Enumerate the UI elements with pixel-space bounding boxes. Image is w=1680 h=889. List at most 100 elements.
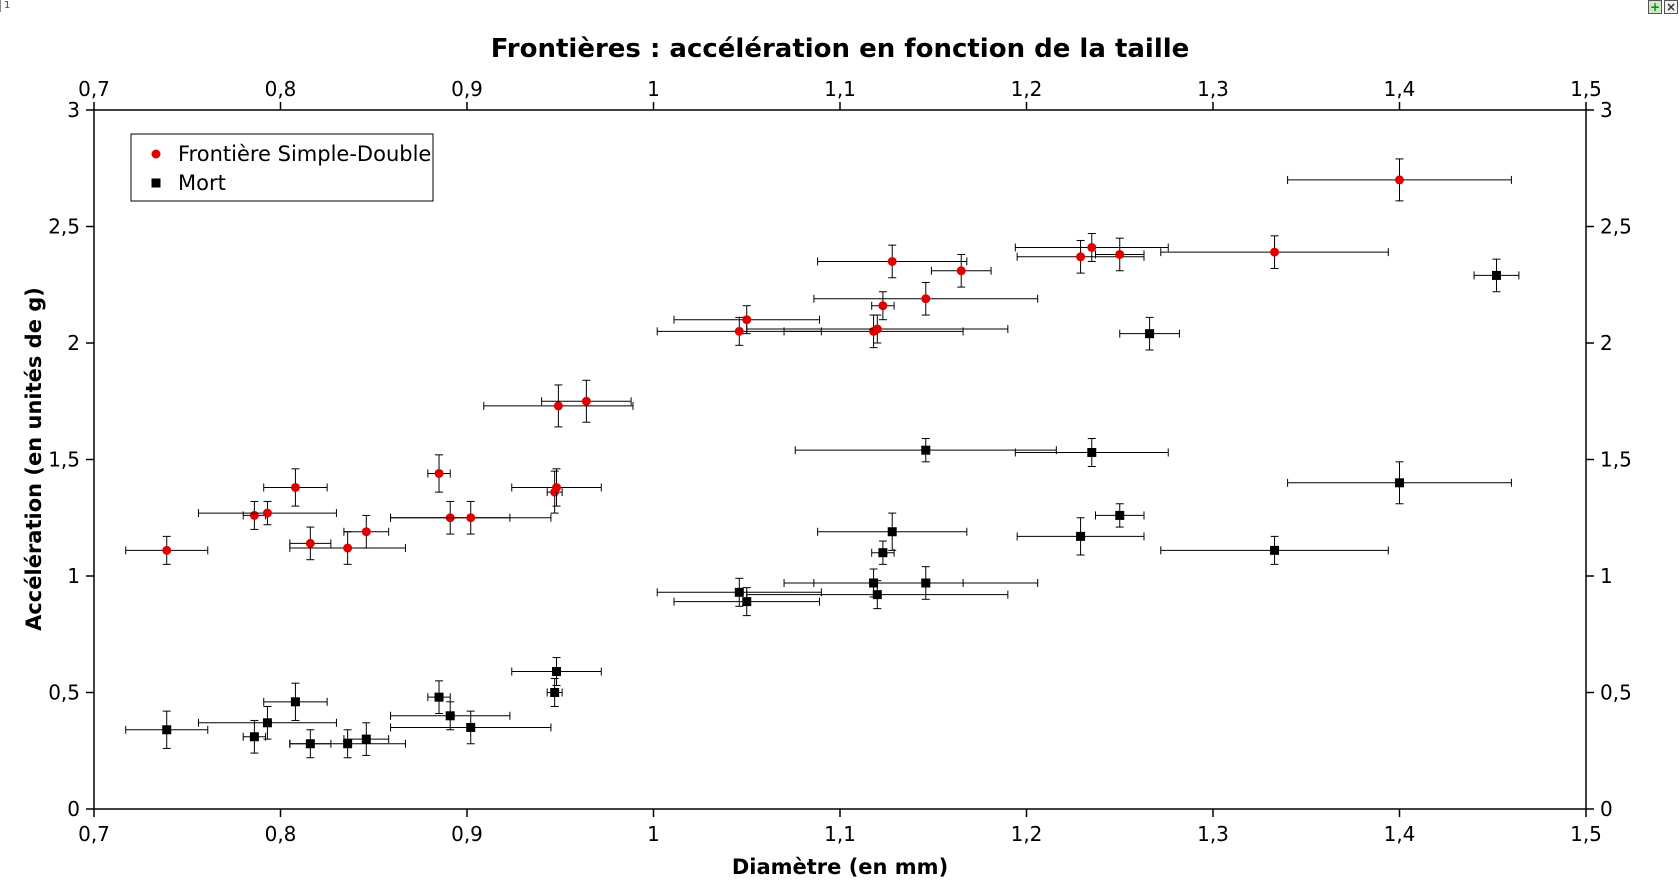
- data-point-circle: [878, 301, 888, 311]
- x-tick-label-bottom: 1,2: [1011, 822, 1043, 846]
- legend-marker-square: [151, 178, 161, 188]
- window-index-label: 1: [0, 0, 10, 12]
- y-tick-label-right: 2: [1600, 331, 1613, 355]
- data-point-square: [921, 578, 931, 588]
- x-tick-label-top: 0,7: [78, 77, 110, 101]
- data-point-circle: [921, 294, 931, 304]
- x-tick-label-bottom: 0,8: [265, 822, 297, 846]
- data-point-square: [734, 587, 744, 597]
- x-tick-label-bottom: 1: [647, 822, 660, 846]
- x-tick-label-bottom: 0,7: [78, 822, 110, 846]
- data-point-square: [1076, 531, 1086, 541]
- data-point-circle: [361, 527, 371, 537]
- data-point-circle: [581, 396, 591, 406]
- y-axis-title: Accélération (en unités de g): [22, 287, 46, 631]
- data-point-square: [162, 725, 172, 735]
- plot-area-frame: [93, 109, 1587, 810]
- x-tick-label-bottom: 1,3: [1197, 822, 1229, 846]
- x-tick-label-top: 1: [647, 77, 660, 101]
- x-tick-label-top: 1,2: [1011, 77, 1043, 101]
- data-point-square: [742, 597, 752, 607]
- y-tick-label-left: 2: [67, 331, 80, 355]
- x-tick-label-bottom: 1,1: [824, 822, 856, 846]
- y-tick-label-left: 3: [67, 98, 80, 122]
- axes: 0,7 0,7 0,8 0,8 0,9 0,9 1 1 1,1 1,1 1,2 1,2 1,3 1,3 1,…: [48, 77, 1632, 846]
- data-point-circle: [553, 401, 563, 411]
- series-mort: [125, 258, 1520, 759]
- legend-label-mort: Mort: [178, 171, 226, 195]
- data-point-circle: [249, 510, 259, 520]
- data-point-circle: [1395, 175, 1404, 185]
- data-points: [125, 158, 1520, 759]
- data-point-square: [434, 692, 444, 702]
- data-point-square: [466, 722, 476, 732]
- y-tick-label-right: 1,5: [1600, 448, 1632, 472]
- y-tick-label-right: 3: [1600, 98, 1613, 122]
- data-point-square: [878, 548, 888, 558]
- x-tick-label-bottom: 1,5: [1570, 822, 1602, 846]
- data-point-square: [1395, 478, 1404, 488]
- data-point-square: [343, 739, 353, 749]
- legend-box: [130, 133, 434, 202]
- data-point-square: [1145, 329, 1155, 339]
- data-point-square: [1115, 510, 1125, 520]
- y-tick-label-left: 1,5: [48, 448, 80, 472]
- y-tick-label-left: 2,5: [48, 215, 80, 239]
- plus-icon[interactable]: +: [1648, 0, 1662, 14]
- y-tick-label-left: 1: [67, 564, 80, 588]
- data-point-square: [552, 667, 562, 677]
- x-tick-label-bottom: 1,4: [1384, 822, 1416, 846]
- data-point-square: [887, 527, 897, 537]
- data-point-circle: [262, 508, 272, 518]
- data-point-circle: [742, 315, 752, 325]
- x-tick-label-bottom: 0,9: [451, 822, 483, 846]
- window-buttons: + ×: [1648, 0, 1678, 14]
- x-tick-label-top: 0,8: [265, 77, 297, 101]
- y-tick-label-right: 2,5: [1600, 215, 1632, 239]
- x-tick-label-top: 1,5: [1570, 77, 1602, 101]
- data-point-square: [872, 590, 882, 600]
- data-point-square: [1270, 545, 1280, 555]
- series-frontiere: [125, 158, 1512, 565]
- data-point-square: [262, 718, 272, 728]
- data-point-square: [249, 732, 259, 742]
- data-point-square: [550, 688, 560, 697]
- data-point-circle: [552, 482, 562, 492]
- data-point-circle: [887, 256, 897, 266]
- data-point-circle: [434, 468, 444, 478]
- legend-label-frontiere: Frontière Simple-Double: [178, 142, 431, 166]
- data-point-circle: [1270, 247, 1280, 257]
- x-tick-label-top: 1,4: [1384, 77, 1416, 101]
- data-point-circle: [1115, 249, 1125, 259]
- data-point-circle: [466, 513, 476, 523]
- chart-title: Frontières : accélération en fonction de…: [491, 34, 1190, 64]
- close-icon[interactable]: ×: [1664, 0, 1678, 14]
- data-point-circle: [734, 326, 744, 336]
- data-point-circle: [290, 482, 300, 492]
- y-tick-label-left: 0: [67, 797, 80, 821]
- data-point-circle: [343, 543, 353, 553]
- data-point-square: [361, 734, 371, 744]
- x-axis-title: Diamètre (en mm): [732, 855, 948, 879]
- data-point-circle: [1087, 242, 1097, 252]
- legend-marker-circle: [151, 149, 161, 159]
- data-point-circle: [305, 538, 315, 548]
- x-tick-label-top: 1,1: [824, 77, 856, 101]
- data-point-circle: [872, 324, 882, 334]
- data-point-square: [1087, 448, 1097, 458]
- x-tick-label-top: 0,9: [451, 77, 483, 101]
- data-point-square: [290, 697, 300, 707]
- data-point-square: [1491, 270, 1501, 280]
- data-point-square: [921, 445, 931, 455]
- data-point-circle: [162, 545, 172, 555]
- x-tick-label-top: 1,3: [1197, 77, 1229, 101]
- y-tick-label-right: 0,5: [1600, 681, 1632, 705]
- y-tick-label-left: 0,5: [48, 681, 80, 705]
- data-point-square: [445, 711, 455, 721]
- data-point-circle: [1076, 252, 1086, 262]
- legend: Frontière Simple-Double Mort: [130, 133, 434, 202]
- y-tick-label-right: 0: [1600, 797, 1613, 821]
- data-point-circle: [956, 266, 966, 276]
- y-tick-label-right: 1: [1600, 564, 1613, 588]
